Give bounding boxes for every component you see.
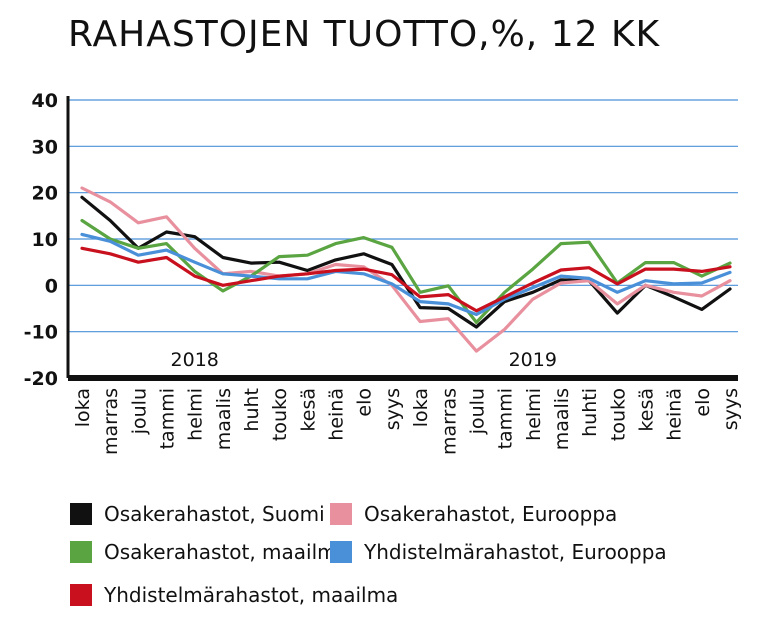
year-labels: 2018 2019 [171, 349, 557, 371]
legend-item-yhdistelmarahastot-maailma: Yhdistelmärahastot, maailma [70, 583, 398, 607]
y-tick-label: 10 [32, 229, 58, 251]
legend-swatch [330, 503, 352, 525]
year-label: 2019 [509, 349, 557, 371]
series-line-2 [80, 218, 732, 324]
series-line-4 [80, 246, 732, 313]
y-tick-label: -20 [24, 368, 58, 390]
x-tick-label: helmi [185, 388, 207, 441]
series-line-1 [80, 186, 732, 353]
y-axis-ticks: 40 30 20 10 0 -10 -20 [24, 90, 58, 390]
x-tick-label: joulu [128, 388, 150, 435]
line-chart: 40 30 20 10 0 -10 -20 loka marras joulu tammi helm… [24, 90, 742, 455]
x-tick-label: heinä [664, 388, 686, 441]
legend-label: Yhdistelmärahastot, Eurooppa [364, 540, 667, 564]
legend-swatch [70, 503, 92, 525]
legend-item-osakerahastot-maailma: Osakerahastot, maailma [70, 540, 349, 564]
x-tick-label: huhti [579, 388, 601, 437]
x-tick-label: marras [100, 388, 122, 455]
x-tick-label: tammi [157, 388, 179, 449]
legend-item-yhdistelmarahastot-eurooppa: Yhdistelmärahastot, Eurooppa [330, 540, 667, 564]
x-tick-label: joulu [466, 388, 488, 435]
year-label: 2018 [171, 349, 219, 371]
y-tick-label: 0 [45, 275, 58, 297]
x-tick-label: touko [269, 388, 291, 441]
x-tick-label: loka [72, 388, 94, 427]
x-tick-label: kesä [635, 388, 657, 432]
legend-label: Osakerahastot, Eurooppa [364, 502, 618, 526]
x-tick-label: touko [607, 388, 629, 441]
x-axis-ticks: loka marras joulu tammi helmi maalis huht touko… [72, 388, 742, 455]
chart-title: RAHASTOJEN TUOTTO,%, 12 KK [68, 14, 661, 55]
x-tick-label: marras [438, 388, 460, 455]
series-line-3 [80, 232, 732, 317]
y-tick-label: 40 [32, 90, 58, 112]
legend-swatch [70, 541, 92, 563]
legend-item-osakerahastot-eurooppa: Osakerahastot, Eurooppa [330, 502, 617, 526]
y-tick-label: -10 [24, 322, 58, 344]
x-tick-label: kesä [297, 388, 319, 432]
x-tick-label: elo [692, 388, 714, 417]
x-tick-label: elo [354, 388, 376, 417]
gridlines [68, 99, 738, 333]
axes [66, 96, 738, 381]
x-tick-label: helmi [523, 388, 545, 441]
legend-swatch [70, 584, 92, 606]
series-lines [80, 186, 732, 353]
x-tick-label: syys [720, 388, 742, 430]
y-tick-label: 20 [32, 183, 58, 205]
x-tick-label: syys [382, 388, 404, 430]
legend-label: Yhdistelmärahastot, maailma [104, 583, 399, 607]
legend-label: Osakerahastot, maailma [104, 540, 349, 564]
series-line-0 [80, 195, 732, 329]
legend-swatch [330, 541, 352, 563]
x-tick-label: heinä [326, 388, 348, 441]
legend-item-osakerahastot-suomi: Osakerahastot, Suomi [70, 502, 325, 526]
y-tick-label: 30 [32, 136, 58, 158]
x-tick-label: maalis [551, 388, 573, 450]
legend-label: Osakerahastot, Suomi [104, 502, 325, 526]
x-tick-label: maalis [213, 388, 235, 450]
x-tick-label: loka [410, 388, 432, 427]
x-tick-label: huht [241, 388, 263, 432]
x-tick-label: tammi [495, 388, 517, 449]
